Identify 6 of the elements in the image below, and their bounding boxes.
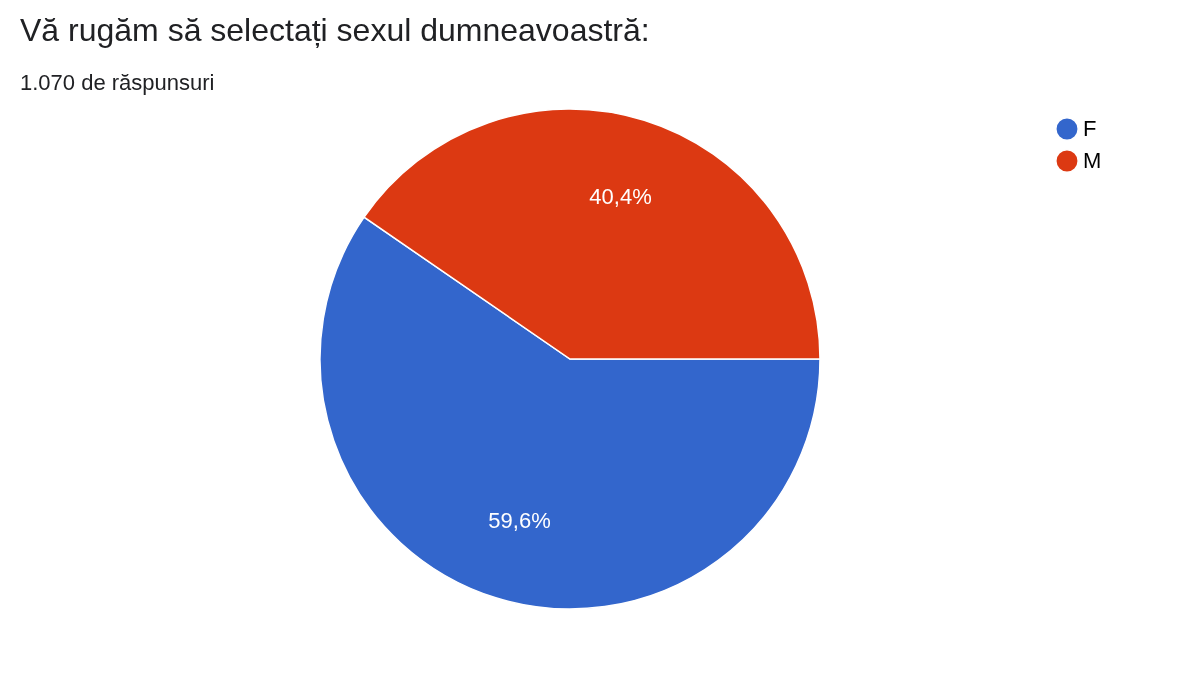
legend-label: M	[1083, 148, 1102, 173]
data-label: 40,4%	[589, 183, 652, 209]
text: 1.070 de răspunsuri	[20, 70, 215, 95]
legend-label: F	[1083, 116, 1097, 141]
data-label: 59,6%	[488, 508, 551, 534]
chart-title: Vă rugăm să selectați sexul dumneavoastră:	[20, 12, 650, 48]
